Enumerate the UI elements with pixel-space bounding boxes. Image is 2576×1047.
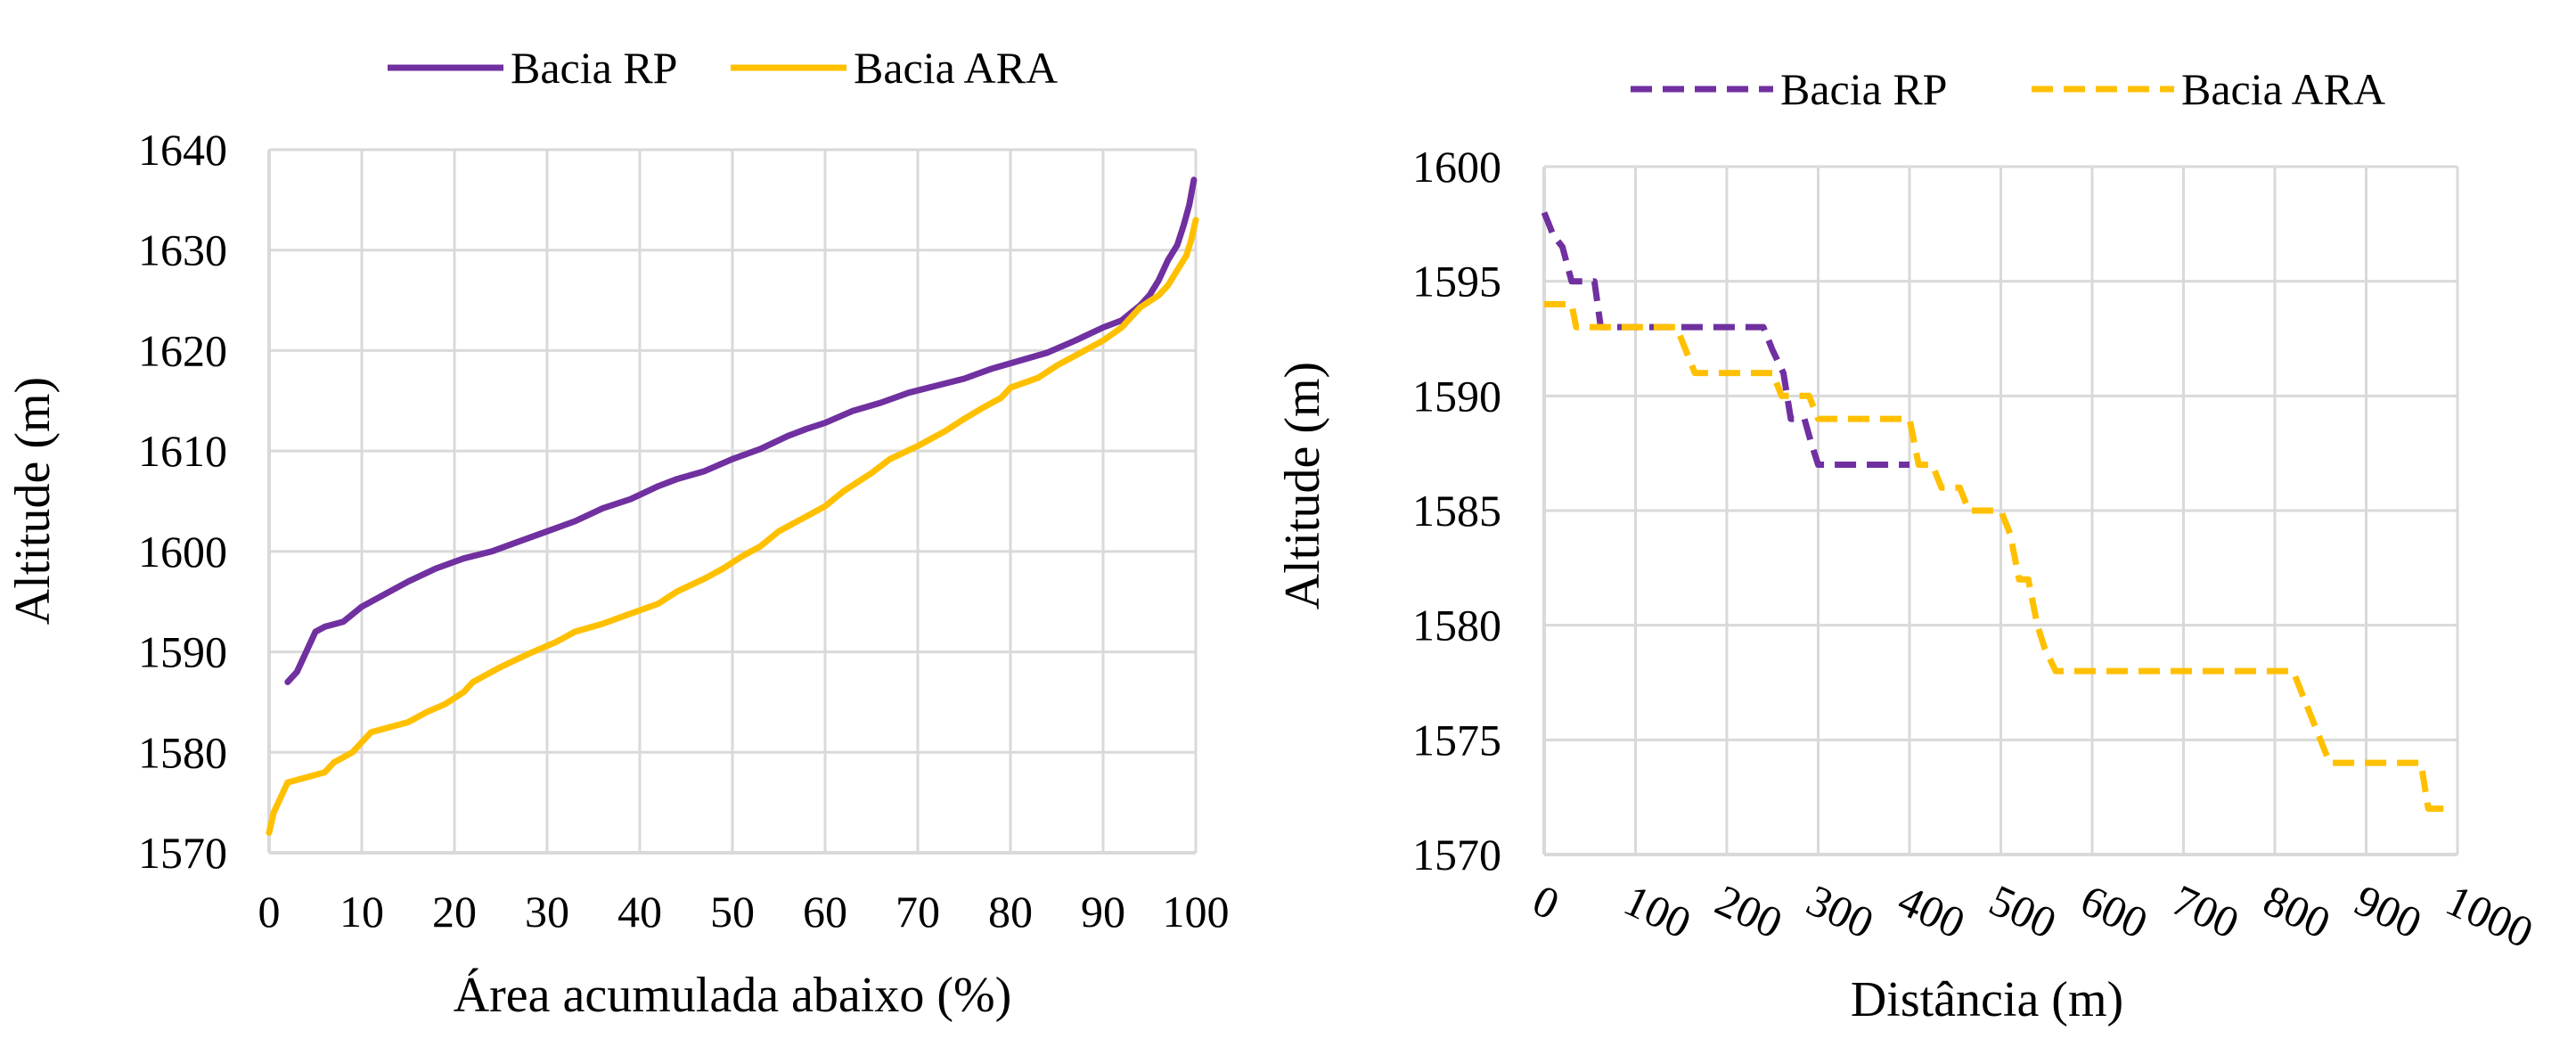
axes — [1542, 167, 2457, 856]
x-tick-label: 700 — [2165, 875, 2247, 948]
x-tick-label: 0 — [1525, 875, 1566, 929]
y-tick-label: 1580 — [1412, 601, 1501, 650]
y-axis-label: Altitude (m) — [5, 377, 61, 625]
y-tick-label: 1590 — [1412, 371, 1501, 421]
tick-labels: 1570 1580 1590 1600 1610 1620 1630 1640 0 10 20 30 4… — [138, 125, 1230, 937]
legend: Bacia RP Bacia ARA — [388, 43, 1058, 93]
series-line-bacia-ara — [266, 217, 1199, 836]
y-tick-label: 1575 — [1412, 715, 1501, 765]
x-tick-label: 70 — [895, 887, 940, 937]
x-tick-label: 400 — [1891, 875, 1973, 948]
tick-labels: 1570 1575 1580 1585 1590 1595 1600 0 100 200 300 40… — [1412, 142, 2540, 958]
y-tick-label: 1600 — [138, 527, 227, 577]
x-tick-label: 100 — [1163, 887, 1230, 937]
x-axis-label: Área acumulada abaixo (%) — [454, 968, 1012, 1023]
y-tick-label: 1595 — [1412, 257, 1501, 307]
axes — [267, 150, 1196, 855]
y-axis-label: Altitude (m) — [1275, 362, 1330, 609]
x-tick-label: 200 — [1708, 875, 1790, 948]
y-tick-label: 1590 — [138, 627, 227, 677]
x-tick-label: 100 — [1617, 875, 1699, 948]
x-tick-label: 30 — [525, 887, 569, 937]
y-tick-label: 1610 — [138, 426, 227, 476]
grid-lines — [267, 148, 1198, 855]
x-tick-label: 10 — [339, 887, 384, 937]
y-tick-label: 1640 — [138, 125, 227, 175]
x-tick-label: 300 — [1800, 875, 1882, 948]
x-tick-label: 60 — [803, 887, 847, 937]
series-lines — [1541, 211, 2449, 812]
x-tick-label: 50 — [710, 887, 755, 937]
x-tick-label: 0 — [258, 887, 281, 937]
series-line-bacia-rp — [284, 176, 1198, 685]
x-tick-label: 90 — [1081, 887, 1125, 937]
legend-label: Bacia RP — [1780, 64, 1947, 114]
series-line-bacia-rp — [1541, 211, 1910, 468]
legend-label: Bacia RP — [511, 43, 677, 93]
hypsometric-curve-chart: 1570 1580 1590 1600 1610 1620 1630 1640 0 10 20 30 4… — [5, 43, 1230, 1023]
y-tick-label: 1580 — [138, 727, 227, 777]
legend-label: Bacia ARA — [2181, 64, 2385, 114]
x-tick-label: 900 — [2348, 875, 2430, 948]
grid-lines — [1542, 165, 2459, 856]
x-tick-label: 40 — [617, 887, 662, 937]
y-tick-label: 1630 — [138, 225, 227, 275]
x-tick-label: 1000 — [2439, 875, 2540, 958]
legend-label: Bacia ARA — [854, 43, 1058, 93]
y-tick-label: 1585 — [1412, 486, 1501, 536]
x-tick-label: 600 — [2073, 875, 2155, 948]
x-tick-label: 20 — [432, 887, 477, 937]
y-tick-label: 1600 — [1412, 142, 1501, 192]
series-line-bacia-ara — [1544, 300, 2449, 812]
x-tick-label: 80 — [988, 887, 1033, 937]
x-axis-label: Distância (m) — [1851, 972, 2123, 1027]
x-tick-label: 500 — [1983, 875, 2065, 948]
longitudinal-profile-chart: 1570 1575 1580 1585 1590 1595 1600 0 100 200 300 40… — [1275, 64, 2540, 1027]
y-tick-label: 1570 — [1412, 830, 1501, 879]
y-tick-label: 1620 — [138, 325, 227, 375]
legend: Bacia RP Bacia ARA — [1631, 64, 2385, 114]
series-lines — [266, 176, 1199, 836]
y-tick-label: 1570 — [138, 828, 227, 878]
x-tick-label: 800 — [2256, 875, 2338, 948]
